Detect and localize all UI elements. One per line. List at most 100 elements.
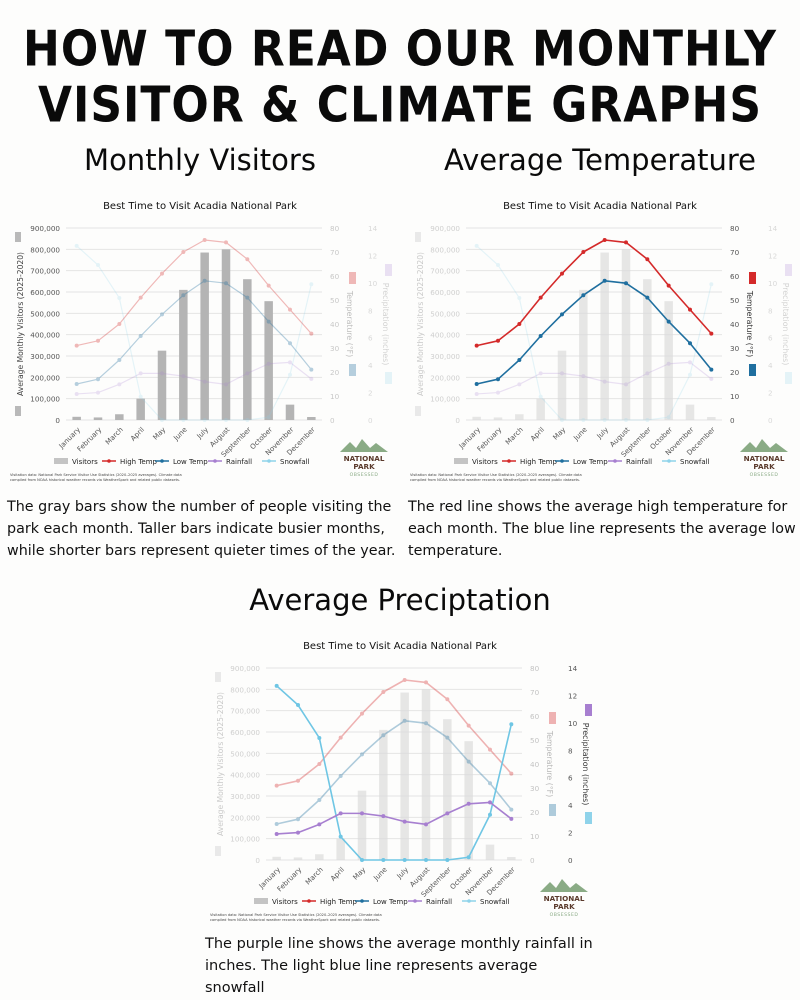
left-axis-tick: 700,000 [430, 267, 460, 276]
x-axis-label: May [352, 866, 368, 882]
left-axis-tick: 300,000 [230, 792, 260, 801]
precipitation-axis-label: Precipitation (inches) [381, 283, 390, 366]
rainfall-line [74, 360, 314, 396]
mountain-icon [740, 439, 788, 452]
visitor-bar [243, 279, 252, 420]
temperature-axis-label: Temperature (°F) [545, 730, 554, 797]
main-title-line-1: HOW TO READ OUR MONTHLY [23, 20, 777, 78]
visitor-bar [72, 416, 81, 420]
temperature-axis-tick: 30 [530, 784, 540, 793]
visitor-bar [621, 249, 631, 420]
precipitation-axis-tick: 12 [768, 251, 777, 260]
precipitation-axis-tick: 4 [568, 801, 573, 810]
visitor-bar [264, 301, 273, 420]
temperature-axis-tick: 70 [330, 248, 340, 257]
left-axis-tick: 600,000 [230, 728, 260, 737]
visitor-bar [507, 857, 516, 860]
left-axis-tick: 700,000 [30, 267, 60, 276]
svg-text:Visitors: Visitors [472, 458, 498, 466]
svg-text:Rainfall: Rainfall [226, 458, 252, 466]
low-temp-line [274, 718, 514, 826]
left-axis-tick: 200,000 [230, 813, 260, 822]
temperature-axis-tick: 10 [730, 392, 740, 401]
snowfall-line [474, 243, 714, 422]
legend-item-rainfall: Rainfall [608, 458, 652, 466]
svg-text:PARK: PARK [753, 462, 775, 471]
visitor-bar [685, 404, 695, 420]
precipitation-axis-tick: 2 [568, 829, 573, 838]
source-note: Visitation data: National Park Service V… [210, 913, 382, 917]
legend-item-low-temp: Low Temp [555, 458, 608, 466]
svg-text:High Temp: High Temp [520, 458, 558, 466]
main-title-line-2: VISITOR & CLIMATE GRAPHS [37, 76, 763, 134]
left-axis-tick: 500,000 [230, 749, 260, 758]
x-axis-label: April [129, 426, 146, 443]
x-axis-label: March [104, 426, 125, 447]
left-axis-tick: 900,000 [230, 664, 260, 673]
visitor-bar [579, 289, 588, 420]
temperature-axis-tick: 0 [730, 416, 735, 425]
temperature-axis-tick: 50 [530, 736, 540, 745]
temperature-axis-tick: 40 [530, 760, 540, 769]
description-visitors: The gray bars show the number of people … [7, 499, 396, 559]
legend-item-visitors: Visitors [254, 898, 298, 906]
svg-text:OBSESSED: OBSESSED [750, 472, 779, 478]
temperature-axis-tick: 40 [730, 320, 740, 329]
visitor-bar [285, 404, 295, 420]
precipitation-axis-tick: 6 [768, 334, 773, 343]
temperature-axis-tick: 40 [330, 320, 340, 329]
source-note: compiled from NOAA historical weather re… [10, 478, 180, 482]
temperature-axis-tick: 60 [330, 272, 340, 281]
svg-text:Low Temp: Low Temp [173, 458, 208, 466]
left-axis-tick: 100,000 [430, 395, 460, 404]
visitor-bar [115, 414, 124, 420]
temperature-axis-tick: 20 [530, 808, 540, 817]
precipitation-axis-tick: 6 [368, 334, 373, 343]
description-temperature: The red line shows the average high temp… [408, 499, 796, 559]
visitor-bar [515, 414, 524, 420]
svg-text:Snowfall: Snowfall [680, 458, 710, 466]
left-axis-label: Average Monthly Visitors (2025-2020) [416, 252, 425, 396]
x-axis-label: March [504, 426, 525, 447]
x-axis-label: June [572, 426, 589, 443]
svg-text:Low Temp: Low Temp [573, 458, 608, 466]
precipitation-axis-tick: 8 [368, 306, 373, 315]
precipitation-axis-tick: 14 [368, 224, 378, 233]
svg-text:PARK: PARK [553, 902, 575, 911]
svg-text:Visitors: Visitors [272, 898, 298, 906]
visitor-bar [157, 350, 167, 420]
section-title-precipitation: Average Preciptation [249, 583, 551, 617]
temperature-axis-label: Temperature (°F) [345, 290, 354, 357]
legend-item-snowfall: Snowfall [462, 898, 510, 906]
temperature-axis-tick: 30 [330, 344, 340, 353]
snowfall-line [274, 683, 514, 862]
visitor-bar [707, 417, 716, 420]
left-axis-tick: 800,000 [30, 245, 60, 254]
visitor-bar [464, 741, 473, 860]
temperature-axis-tick: 10 [330, 392, 340, 401]
x-axis-label: April [329, 866, 346, 883]
svg-text:OBSESSED: OBSESSED [550, 912, 579, 918]
legend-item-low-temp: Low Temp [155, 458, 208, 466]
svg-text:NATIONAL: NATIONAL [344, 454, 385, 463]
left-axis-tick: 200,000 [30, 373, 60, 382]
rainfall-line [274, 800, 514, 836]
left-axis-tick: 900,000 [30, 224, 60, 233]
svg-text:Snowfall: Snowfall [480, 898, 510, 906]
visitor-bar [221, 249, 231, 420]
mountain-icon [540, 879, 588, 892]
x-axis-label: June [372, 866, 389, 883]
chart-title: Best Time to Visit Acadia National Park [303, 641, 497, 652]
precipitation-axis-tick: 4 [768, 361, 773, 370]
left-axis-tick: 800,000 [230, 685, 260, 694]
precipitation-axis-tick: 10 [568, 719, 578, 728]
precipitation-axis-tick: 6 [568, 774, 573, 783]
legend-item-rainfall: Rainfall [208, 458, 252, 466]
legend-item-rainfall: Rainfall [408, 898, 452, 906]
precipitation-axis-tick: 2 [768, 389, 773, 398]
precipitation-axis-tick: 10 [768, 279, 778, 288]
svg-text:NATIONAL: NATIONAL [744, 454, 785, 463]
